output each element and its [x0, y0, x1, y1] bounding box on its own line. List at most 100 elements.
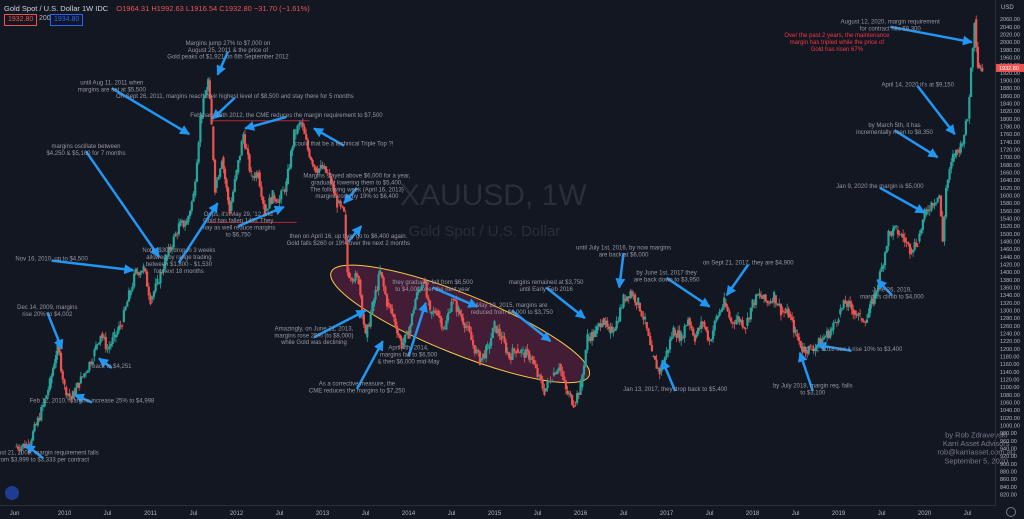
- candle-body: [781, 310, 784, 312]
- candle-body: [137, 272, 141, 276]
- candle-body: [434, 310, 437, 314]
- annotation-text-33: by Rob Zdravevski Karri Asset Advisors rob…: [937, 430, 1015, 465]
- candle-body: [756, 294, 759, 296]
- candle-body: [763, 294, 766, 299]
- ohlc-readout: O1964.31 H1992.63 L1916.54 C1932.80 −31.…: [116, 4, 310, 13]
- y-tick-label: 900.00: [1000, 462, 1017, 468]
- candle-body: [455, 300, 458, 312]
- candle-body: [20, 446, 23, 451]
- candle-body: [121, 325, 124, 327]
- candle-body: [122, 310, 125, 322]
- symbol-title[interactable]: Gold Spot / U.S. Dollar 1W IDC: [4, 4, 109, 13]
- price-axis[interactable]: [995, 0, 1024, 506]
- candle-body: [602, 318, 605, 326]
- x-tick-label: Jul: [878, 511, 886, 517]
- candle-body: [513, 348, 516, 352]
- candle-body: [127, 290, 131, 302]
- candle-body: [778, 303, 781, 306]
- candle-body: [698, 327, 701, 329]
- candle-body: [99, 335, 102, 343]
- candle-body: [895, 225, 898, 227]
- buy-price-box[interactable]: 1934.80: [50, 14, 84, 26]
- candle-body: [392, 314, 396, 318]
- candle-body: [351, 278, 354, 281]
- candle-body: [892, 228, 895, 236]
- x-tick-label: Jul: [190, 511, 198, 517]
- candle-body: [465, 326, 468, 328]
- candle-body: [928, 210, 931, 212]
- candle-body: [767, 302, 771, 304]
- candle-body: [521, 349, 525, 351]
- y-tick-label: 1920.00: [1000, 71, 1020, 77]
- candle-body: [875, 290, 878, 296]
- candle-body: [303, 126, 306, 135]
- candle-body: [594, 330, 597, 337]
- candle-body: [385, 294, 389, 307]
- candle-body: [164, 257, 167, 269]
- candle-body: [88, 361, 91, 371]
- settings-icon[interactable]: [1006, 507, 1016, 517]
- candle-body: [486, 344, 489, 346]
- candle-body: [753, 302, 756, 306]
- candle-body: [96, 344, 99, 346]
- candle-body: [954, 149, 958, 157]
- annotation-line: may as well reduce margins: [201, 226, 275, 232]
- candle-body: [414, 299, 417, 310]
- candle-body: [124, 306, 127, 311]
- x-tick-label: Jul: [534, 511, 542, 517]
- candle-body: [589, 336, 592, 341]
- candle-body: [65, 387, 68, 396]
- candle-body: [453, 299, 457, 301]
- annotation-text-11: Margins stayed above $6,000 for a year, g…: [303, 173, 410, 200]
- candle-body: [470, 332, 473, 341]
- candle-body: [544, 388, 548, 391]
- candle-body: [539, 375, 543, 381]
- candle-body: [314, 166, 317, 173]
- time-axis[interactable]: [0, 505, 996, 519]
- x-tick-label: Jul: [276, 511, 284, 517]
- sell-price-box[interactable]: 1932.80: [4, 14, 38, 26]
- annotation-line: while Gold was declining: [280, 340, 347, 346]
- candle-body: [207, 79, 210, 91]
- annotation-line: by July 2018, margin req. falls: [773, 384, 853, 390]
- candle-body: [824, 336, 827, 338]
- candle-body: [208, 80, 211, 99]
- candle-body: [862, 320, 865, 322]
- candle-body: [855, 314, 858, 316]
- annotation-text-15: they gradually fall from $6,500 to $4,000…: [392, 280, 473, 293]
- candle-body: [102, 336, 106, 338]
- candle-body: [336, 195, 339, 208]
- candle-body: [463, 323, 466, 328]
- y-tick-label: 880.00: [1000, 470, 1017, 476]
- candle-body: [797, 336, 801, 341]
- candle-body: [428, 300, 432, 310]
- home-icon[interactable]: [5, 486, 19, 500]
- annotation-arrow-12: [237, 205, 285, 228]
- candle-body: [534, 364, 537, 368]
- candle-body: [913, 242, 916, 251]
- y-tick-label: 1120.00: [1000, 378, 1019, 384]
- x-tick-label: 2018: [746, 511, 760, 517]
- annotation-text-2: back to $4,251: [92, 364, 132, 370]
- y-tick-label: 1560.00: [1000, 209, 1020, 215]
- candle-body: [634, 294, 637, 303]
- candle-body: [921, 219, 924, 230]
- candle-body: [738, 318, 741, 323]
- candle-body: [460, 314, 463, 318]
- x-tick-label: 2011: [144, 511, 158, 517]
- candle-body: [902, 234, 905, 238]
- y-tick-label: 1000.00: [1000, 424, 1020, 430]
- candle-body: [959, 143, 962, 153]
- candle-body: [73, 391, 76, 397]
- candle-body: [821, 338, 824, 345]
- annotation-line: & then $6,000 mid-May: [378, 359, 440, 365]
- candle-body: [147, 286, 150, 296]
- annotation-arrow-15: [432, 286, 479, 308]
- candle-body: [309, 157, 313, 160]
- annotation-line: incrementally risen to $8,350: [856, 130, 933, 136]
- annotation-arrow-31: [889, 25, 973, 46]
- candle-body: [637, 297, 640, 306]
- candle-body: [794, 329, 797, 333]
- y-tick-label: 1280.00: [1000, 316, 1020, 322]
